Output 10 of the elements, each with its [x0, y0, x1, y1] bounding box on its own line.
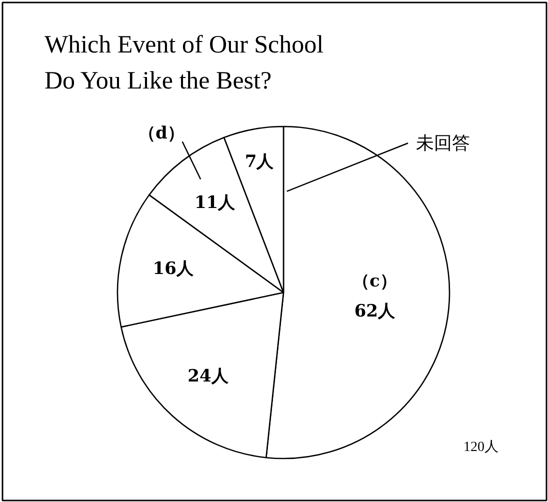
- data-label: 24人: [188, 366, 230, 386]
- chart-title: Which Event of Our School Do You Like the Best?: [44, 32, 324, 94]
- data-label: 62人: [354, 301, 396, 322]
- data-label: 11人: [194, 192, 236, 213]
- text: 120人: [464, 439, 498, 455]
- slice-label: 未回答: [416, 133, 470, 154]
- slice-label: （d）: [138, 124, 184, 144]
- data-label: 16人: [152, 259, 194, 280]
- data-label: 7人: [244, 152, 275, 172]
- slice-label: （c）: [352, 271, 397, 292]
